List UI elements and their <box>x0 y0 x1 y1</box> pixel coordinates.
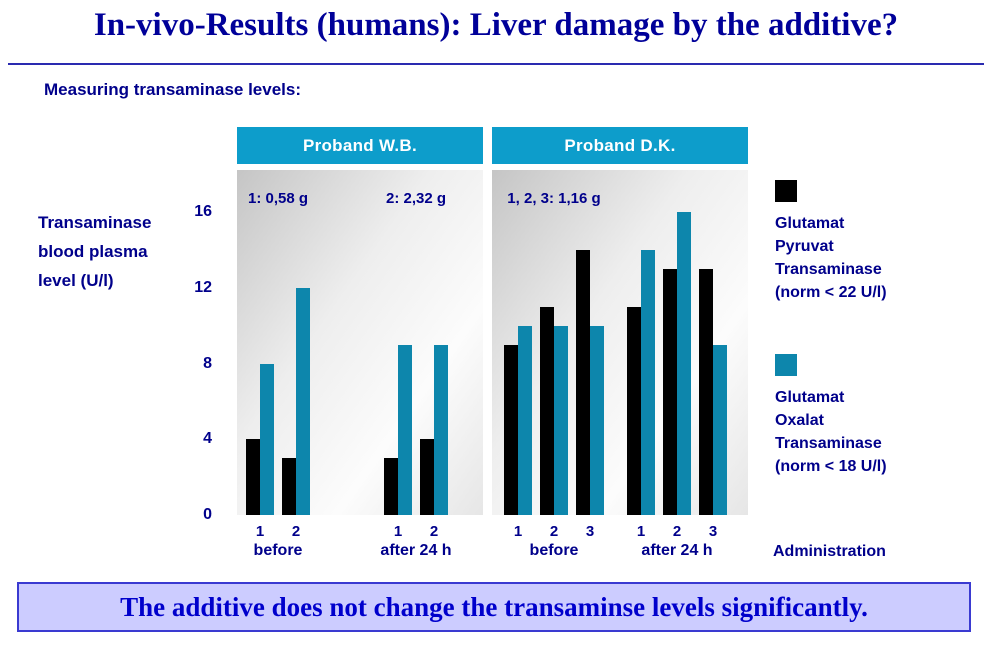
panel-title: Proband D.K. <box>492 127 748 164</box>
bar-pair: 3 <box>699 268 727 540</box>
group-label: after 24 h <box>641 542 713 559</box>
y-tick-label: 4 <box>203 430 212 448</box>
x-tick-label: 2 <box>549 523 559 540</box>
y-tick-label: 8 <box>203 354 212 372</box>
x-tick-label: 2 <box>291 523 301 540</box>
got-series-swatch-icon <box>775 354 797 376</box>
got-bar <box>590 325 604 515</box>
chart-subtitle: Measuring transaminase levels: <box>44 80 302 99</box>
bar-group: 2: 2,32 g 1 2 after 24 h <box>380 170 451 559</box>
dose-label: 1: 0,58 g <box>247 190 309 207</box>
gpt-series-swatch-icon <box>775 180 797 202</box>
got-bar <box>677 212 691 515</box>
got-bar <box>296 287 310 515</box>
panel-title: Proband W.B. <box>237 127 483 164</box>
group-label: before <box>529 542 579 559</box>
x-tick-label: 1 <box>636 523 646 540</box>
bar-group: 1, 2, 3: 1,16 g 1 2 3 before <box>504 170 604 559</box>
legend-label-got: Glutamat Oxalat Transaminase (norm < 18 … <box>775 389 887 475</box>
gpt-bar <box>576 249 590 515</box>
x-tick-label: 1 <box>255 523 265 540</box>
legend-label-gpt: Glutamat Pyruvat Transaminase (norm < 22… <box>775 215 887 301</box>
y-tick-label: 0 <box>203 506 212 523</box>
transaminase-bar-chart: 0 4 8 12 16 Proband W.B. 1: 0,58 g 1 2 before 2: … <box>0 127 992 572</box>
group-label: before <box>253 542 303 559</box>
got-bar <box>260 363 274 515</box>
x-tick-label: 1 <box>513 523 523 540</box>
y-tick-label: 12 <box>194 278 212 296</box>
gpt-bar <box>540 306 554 515</box>
gpt-bar <box>663 268 677 515</box>
dose-label: 2: 2,32 g <box>385 190 447 207</box>
bar-pair: 1 <box>246 363 274 540</box>
x-tick-label: 2 <box>672 523 682 540</box>
bar-pair: 2 <box>282 287 310 540</box>
panel-plot-area: 1, 2, 3: 1,16 g 1 2 3 before 1 2 3 after 24 h <box>492 170 748 559</box>
conclusion-box: The additive does not change the transam… <box>17 582 971 632</box>
x-tick-label: 3 <box>708 523 718 540</box>
got-bar <box>713 344 727 515</box>
bar-pair: 1 <box>627 249 655 540</box>
got-bar <box>398 344 412 515</box>
x-tick-label: 1 <box>393 523 403 540</box>
gpt-bar <box>420 439 434 515</box>
bar-group: 1: 0,58 g 1 2 before <box>246 170 310 559</box>
bar-group: 1 2 3 after 24 h <box>627 170 727 559</box>
gpt-bar <box>699 268 713 515</box>
legend: Glutamat Pyruvat Transaminase (norm < 22… <box>775 180 985 478</box>
gpt-bar <box>246 439 260 515</box>
panel-plot-area: 1: 0,58 g 1 2 before 2: 2,32 g 1 2 after 24 h <box>237 170 483 559</box>
got-bar <box>641 249 655 515</box>
gpt-bar <box>282 458 296 515</box>
y-tick-label: 16 <box>194 203 212 220</box>
gpt-bar <box>627 306 641 515</box>
x-tick-label: 2 <box>429 523 439 540</box>
x-axis-title: Administration <box>773 543 886 560</box>
y-axis-title: Transaminase blood plasma level (U/l) <box>38 213 152 290</box>
slide-title: In-vivo-Results (humans): Liver damage b… <box>93 7 899 43</box>
gpt-bar <box>504 344 518 515</box>
bar-pair: 2 <box>420 344 448 540</box>
group-label: after 24 h <box>380 542 452 559</box>
gpt-bar <box>384 458 398 515</box>
y-axis: 0 4 8 12 16 <box>150 170 212 523</box>
x-tick-label: 3 <box>585 523 595 540</box>
bar-pair: 2 <box>540 306 568 540</box>
got-bar <box>518 325 532 515</box>
bar-pair: 1 <box>384 344 412 540</box>
title-divider <box>8 63 984 65</box>
got-bar <box>434 344 448 515</box>
legend-item-gpt: Glutamat Pyruvat Transaminase (norm < 22… <box>775 180 985 304</box>
got-bar <box>554 325 568 515</box>
bar-pair: 2 <box>663 212 691 540</box>
legend-item-got: Glutamat Oxalat Transaminase (norm < 18 … <box>775 354 985 478</box>
dose-label: 1, 2, 3: 1,16 g <box>507 190 601 207</box>
conclusion-text: The additive does not change the transam… <box>120 591 868 622</box>
panel-proband-dk: Proband D.K. 1, 2, 3: 1,16 g 1 2 3 before 1 2 3 a… <box>492 127 748 559</box>
bar-pair: 1 <box>504 325 532 540</box>
bar-pair: 3 <box>576 249 604 540</box>
